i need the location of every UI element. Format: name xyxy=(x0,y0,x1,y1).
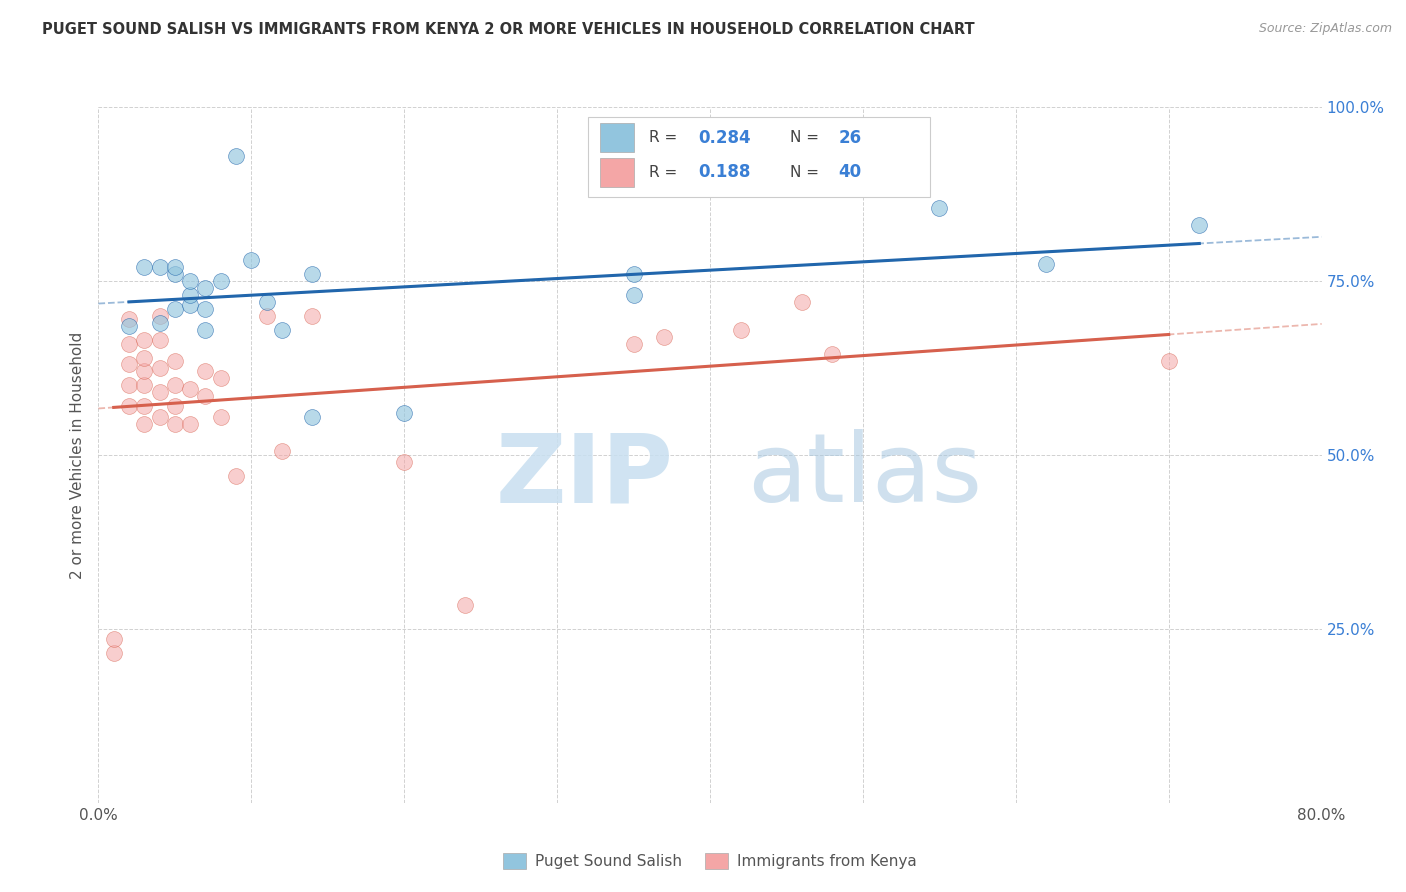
Point xyxy=(1035,256,1057,270)
Point xyxy=(301,309,323,323)
Point xyxy=(118,319,141,334)
Text: Source: ZipAtlas.com: Source: ZipAtlas.com xyxy=(1258,22,1392,36)
Point xyxy=(623,336,645,351)
Point xyxy=(118,358,141,372)
Point xyxy=(134,378,156,392)
Point xyxy=(163,354,186,368)
Point xyxy=(149,333,172,347)
Point xyxy=(134,364,156,378)
Point xyxy=(209,409,232,424)
Point xyxy=(149,360,172,375)
Text: 40: 40 xyxy=(838,163,862,181)
Point xyxy=(1188,219,1211,233)
Point xyxy=(730,323,752,337)
Point xyxy=(134,417,156,431)
Text: PUGET SOUND SALISH VS IMMIGRANTS FROM KENYA 2 OR MORE VEHICLES IN HOUSEHOLD CORR: PUGET SOUND SALISH VS IMMIGRANTS FROM KE… xyxy=(42,22,974,37)
Point xyxy=(134,351,156,365)
Point xyxy=(118,336,141,351)
Point xyxy=(163,260,186,274)
Point xyxy=(240,253,263,268)
Point xyxy=(270,444,292,458)
Point xyxy=(163,267,186,281)
Point xyxy=(149,385,172,400)
Y-axis label: 2 or more Vehicles in Household: 2 or more Vehicles in Household xyxy=(70,331,86,579)
Point xyxy=(392,455,416,469)
Point xyxy=(194,301,217,316)
Point xyxy=(179,298,201,312)
Point xyxy=(270,323,292,337)
Point xyxy=(1157,354,1180,368)
Point xyxy=(194,281,217,295)
Point xyxy=(194,389,217,403)
Point xyxy=(301,409,323,424)
Point xyxy=(209,274,232,288)
Point xyxy=(134,260,156,274)
Point xyxy=(118,399,141,413)
Point xyxy=(149,260,172,274)
Point xyxy=(163,378,186,392)
Point xyxy=(179,382,201,396)
Text: N =: N = xyxy=(790,130,824,145)
Text: ZIP: ZIP xyxy=(495,429,673,523)
Text: 0.284: 0.284 xyxy=(697,128,751,146)
Text: 0.188: 0.188 xyxy=(697,163,751,181)
Legend: Puget Sound Salish, Immigrants from Kenya: Puget Sound Salish, Immigrants from Keny… xyxy=(496,847,924,875)
Text: N =: N = xyxy=(790,165,824,180)
Point xyxy=(225,468,247,483)
Point xyxy=(256,294,278,309)
Point xyxy=(179,274,201,288)
Point xyxy=(256,309,278,323)
Point xyxy=(623,288,645,302)
Point xyxy=(790,294,813,309)
Point xyxy=(134,399,156,413)
Point xyxy=(301,267,323,281)
Point xyxy=(209,371,232,385)
Point xyxy=(149,309,172,323)
Text: R =: R = xyxy=(650,130,682,145)
Point xyxy=(623,267,645,281)
Point xyxy=(103,632,125,647)
Point xyxy=(194,323,217,337)
Point xyxy=(179,288,201,302)
Point xyxy=(149,409,172,424)
FancyBboxPatch shape xyxy=(600,158,634,187)
Point xyxy=(179,417,201,431)
Point xyxy=(118,378,141,392)
Text: 26: 26 xyxy=(838,128,862,146)
FancyBboxPatch shape xyxy=(588,118,931,197)
Point xyxy=(821,347,844,361)
Point xyxy=(194,364,217,378)
Point xyxy=(149,316,172,330)
FancyBboxPatch shape xyxy=(600,123,634,153)
Point xyxy=(225,149,247,163)
Text: R =: R = xyxy=(650,165,682,180)
Point xyxy=(134,333,156,347)
Point xyxy=(118,312,141,326)
Point xyxy=(392,406,416,420)
Text: atlas: atlas xyxy=(747,429,981,523)
Point xyxy=(163,417,186,431)
Point xyxy=(163,301,186,316)
Point xyxy=(163,399,186,413)
Point xyxy=(103,646,125,660)
Point xyxy=(928,201,950,215)
Point xyxy=(454,598,477,612)
Point xyxy=(652,329,675,343)
